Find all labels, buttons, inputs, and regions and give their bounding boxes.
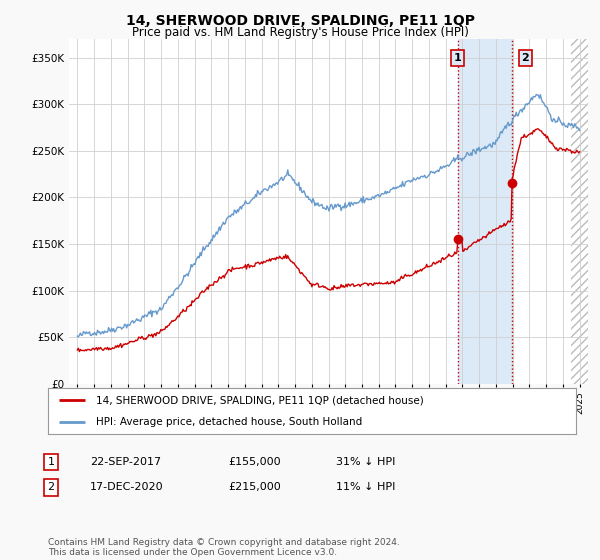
Text: HPI: Average price, detached house, South Holland: HPI: Average price, detached house, Sout… xyxy=(95,417,362,427)
Text: 14, SHERWOOD DRIVE, SPALDING, PE11 1QP: 14, SHERWOOD DRIVE, SPALDING, PE11 1QP xyxy=(125,14,475,28)
Text: Contains HM Land Registry data © Crown copyright and database right 2024.
This d: Contains HM Land Registry data © Crown c… xyxy=(48,538,400,557)
Bar xyxy=(571,39,600,384)
Text: 17-DEC-2020: 17-DEC-2020 xyxy=(90,482,164,492)
Text: 31% ↓ HPI: 31% ↓ HPI xyxy=(336,457,395,467)
Text: 2: 2 xyxy=(521,53,529,63)
Text: 22-SEP-2017: 22-SEP-2017 xyxy=(90,457,161,467)
Bar xyxy=(458,39,512,384)
Text: 1: 1 xyxy=(47,457,55,467)
Text: 11% ↓ HPI: 11% ↓ HPI xyxy=(336,482,395,492)
Text: 14, SHERWOOD DRIVE, SPALDING, PE11 1QP (detached house): 14, SHERWOOD DRIVE, SPALDING, PE11 1QP (… xyxy=(95,395,423,405)
Text: £155,000: £155,000 xyxy=(228,457,281,467)
Text: Price paid vs. HM Land Registry's House Price Index (HPI): Price paid vs. HM Land Registry's House … xyxy=(131,26,469,39)
Text: £215,000: £215,000 xyxy=(228,482,281,492)
Text: 1: 1 xyxy=(454,53,461,63)
Text: 2: 2 xyxy=(47,482,55,492)
